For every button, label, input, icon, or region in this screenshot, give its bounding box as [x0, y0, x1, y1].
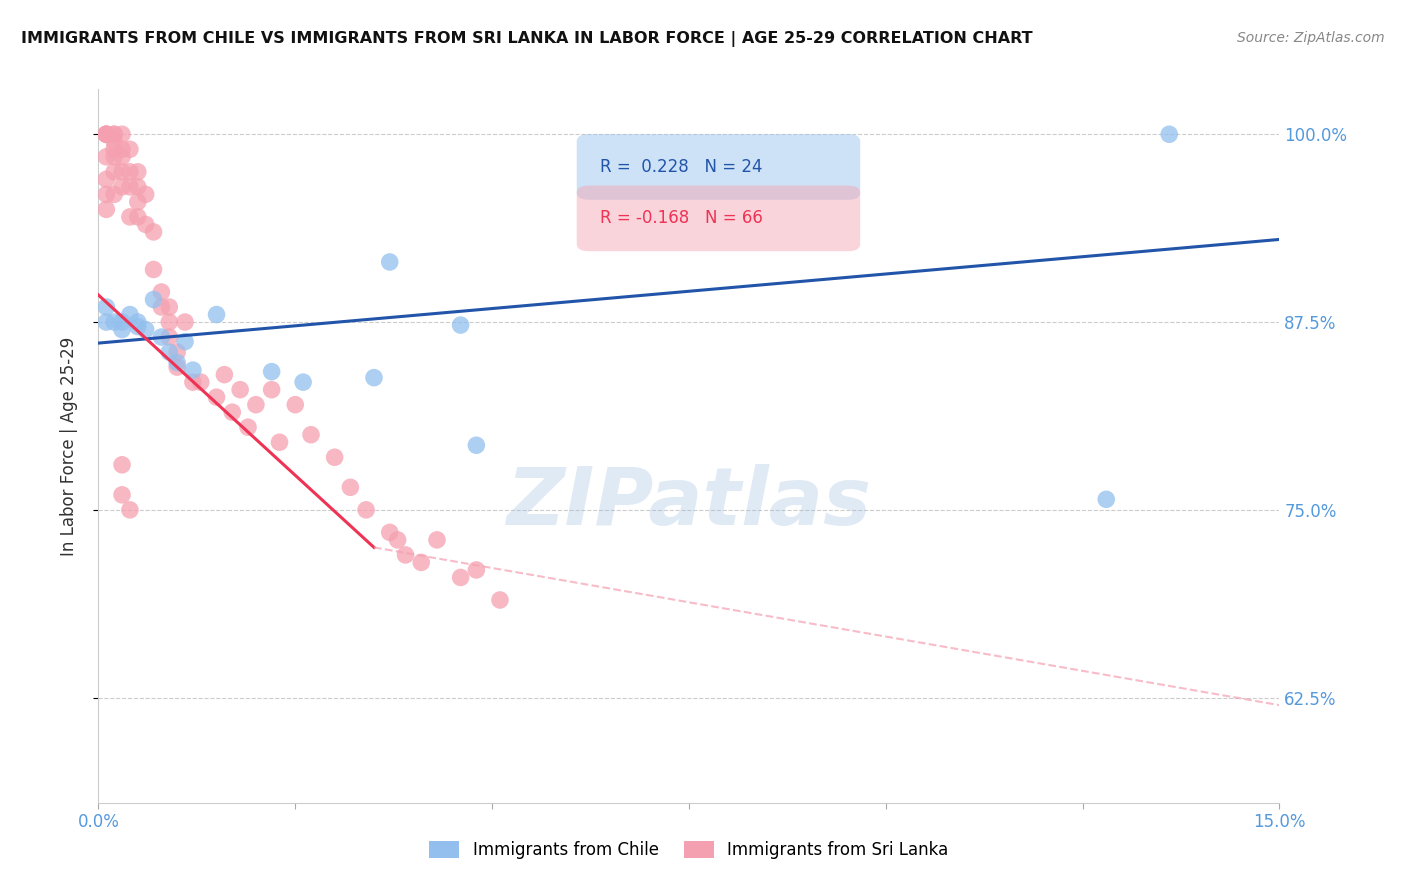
Point [157, 300, 180, 314]
Point [354, 503, 377, 517]
Point [127, 210, 149, 224]
Point [157, 345, 180, 359]
Point [111, 315, 134, 329]
Point [174, 334, 197, 349]
Point [118, 165, 141, 179]
Point [111, 322, 134, 336]
Point [127, 194, 149, 209]
Point [118, 210, 141, 224]
Point [166, 356, 188, 370]
Point [411, 556, 433, 570]
Point [299, 427, 322, 442]
Point [142, 225, 165, 239]
Point [205, 308, 228, 322]
Point [96, 300, 118, 314]
Point [96, 128, 118, 142]
FancyBboxPatch shape [576, 186, 860, 252]
Text: R =  0.228   N = 24: R = 0.228 N = 24 [600, 158, 763, 176]
Point [96, 128, 118, 142]
Point [103, 165, 125, 179]
Text: R = -0.168   N = 66: R = -0.168 N = 66 [600, 210, 763, 227]
Point [118, 142, 141, 156]
Text: IMMIGRANTS FROM CHILE VS IMMIGRANTS FROM SRI LANKA IN LABOR FORCE | AGE 25-29 CO: IMMIGRANTS FROM CHILE VS IMMIGRANTS FROM… [21, 31, 1033, 47]
Point [1159, 128, 1181, 142]
Point [1095, 492, 1118, 507]
Point [96, 315, 118, 329]
Point [174, 315, 197, 329]
Point [221, 405, 243, 419]
Text: ZIPatlas: ZIPatlas [506, 464, 872, 542]
Point [142, 293, 165, 307]
Point [236, 420, 259, 434]
Point [127, 179, 149, 194]
Point [181, 375, 204, 389]
Point [394, 548, 416, 562]
Point [181, 363, 204, 377]
Point [378, 525, 401, 540]
Point [96, 128, 118, 142]
Point [118, 179, 141, 194]
Point [260, 365, 283, 379]
Point [465, 563, 488, 577]
Point [387, 533, 409, 547]
Point [489, 593, 512, 607]
Point [96, 172, 118, 186]
Point [378, 255, 401, 269]
Point [142, 262, 165, 277]
Point [103, 142, 125, 156]
Point [111, 179, 134, 194]
Point [111, 165, 134, 179]
Point [96, 187, 118, 202]
Point [118, 308, 141, 322]
Point [135, 322, 157, 336]
Point [103, 315, 125, 329]
Point [150, 285, 173, 299]
Point [166, 360, 188, 375]
Point [426, 533, 449, 547]
Point [339, 480, 361, 494]
Point [111, 150, 134, 164]
Point [214, 368, 236, 382]
Point [190, 375, 212, 389]
Point [103, 150, 125, 164]
FancyBboxPatch shape [576, 134, 860, 200]
Point [157, 315, 180, 329]
Point [96, 202, 118, 217]
Point [127, 319, 149, 334]
Point [323, 450, 346, 465]
Point [111, 458, 134, 472]
Point [260, 383, 283, 397]
Point [103, 187, 125, 202]
Text: Source: ZipAtlas.com: Source: ZipAtlas.com [1237, 31, 1385, 45]
Point [229, 383, 252, 397]
Point [111, 128, 134, 142]
Point [96, 128, 118, 142]
Point [465, 438, 488, 452]
Point [166, 345, 188, 359]
Point [363, 370, 385, 384]
Point [96, 150, 118, 164]
Point [135, 218, 157, 232]
Point [269, 435, 291, 450]
Point [118, 503, 141, 517]
Point [292, 375, 315, 389]
Point [127, 315, 149, 329]
Point [284, 398, 307, 412]
Point [127, 165, 149, 179]
Point [111, 488, 134, 502]
Point [103, 128, 125, 142]
Point [150, 300, 173, 314]
Point [103, 128, 125, 142]
Point [103, 135, 125, 149]
Point [245, 398, 267, 412]
Point [205, 390, 228, 404]
Point [111, 142, 134, 156]
Legend: Immigrants from Chile, Immigrants from Sri Lanka: Immigrants from Chile, Immigrants from S… [423, 834, 955, 866]
Point [135, 187, 157, 202]
Y-axis label: In Labor Force | Age 25-29: In Labor Force | Age 25-29 [59, 336, 77, 556]
Point [450, 318, 472, 332]
Point [450, 570, 472, 584]
Point [157, 330, 180, 344]
Point [150, 330, 173, 344]
